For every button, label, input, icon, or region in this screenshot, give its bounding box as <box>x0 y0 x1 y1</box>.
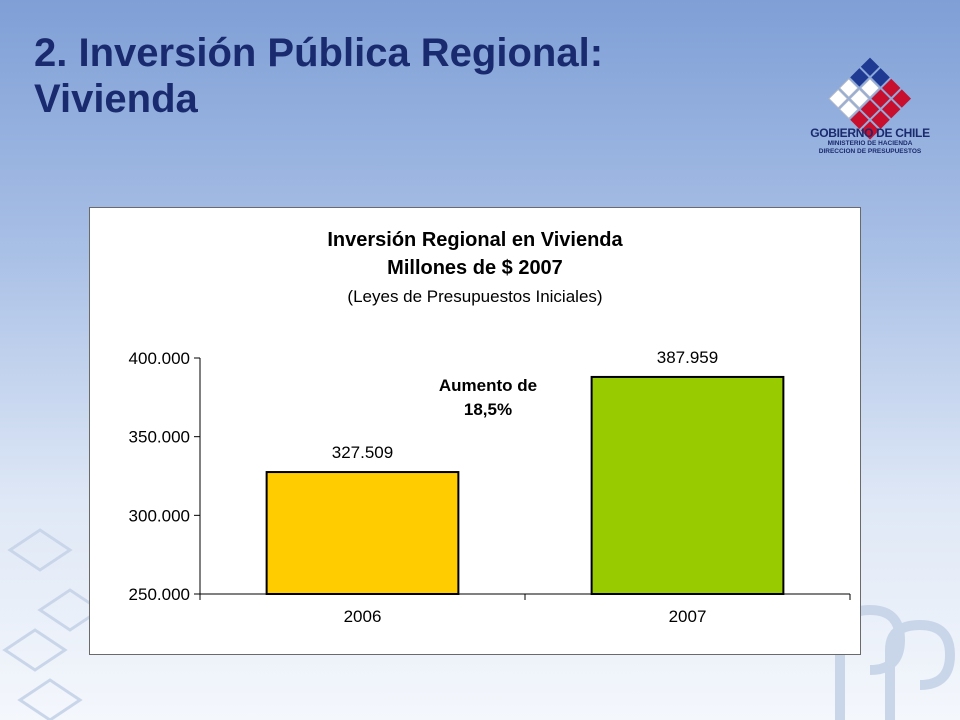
x-tick-label-2007: 2007 <box>669 607 707 626</box>
logo-text: GOBIERNO DE CHILE MINISTERIO DE HACIENDA… <box>800 126 940 156</box>
chart-panel: Inversión Regional en Vivienda Millones … <box>89 207 861 655</box>
chart-title: Inversión Regional en Vivienda <box>327 229 623 251</box>
y-tick-label: 400.000 <box>129 349 190 368</box>
logo-line-2: MINISTERIO DE HACIENDA <box>827 140 913 147</box>
y-tick-label: 300.000 <box>129 506 190 525</box>
y-tick-label: 250.000 <box>129 585 190 604</box>
logo-line-1: GOBIERNO DE CHILE <box>810 126 930 140</box>
annotation-line-2: 18,5% <box>464 400 512 419</box>
decorative-cubes <box>2 528 103 720</box>
chart-subtitle: Millones de $ 2007 <box>387 257 563 279</box>
bar-chart: Inversión Regional en Vivienda Millones … <box>129 229 851 626</box>
annotation-line-1: Aumento de <box>439 376 537 395</box>
logo-line-3: DIRECCION DE PRESUPUESTOS <box>818 148 922 155</box>
plot-area: 250.000 300.000 350.000 400.000 327.509 2006 3… <box>129 348 851 626</box>
y-tick-label: 350.000 <box>129 428 190 447</box>
chart-subtitle-2: (Leyes de Presupuestos Iniciales) <box>347 287 602 306</box>
data-label-2006: 327.509 <box>332 443 393 462</box>
x-tick-label-2006: 2006 <box>344 607 382 626</box>
data-label-2007: 387.959 <box>657 348 718 367</box>
slide-title: 2. Inversión Pública Regional: Vivienda <box>34 31 604 121</box>
bar-2007 <box>590 375 785 595</box>
bar-2006 <box>265 471 460 596</box>
gobierno-de-chile-logo <box>828 57 912 140</box>
